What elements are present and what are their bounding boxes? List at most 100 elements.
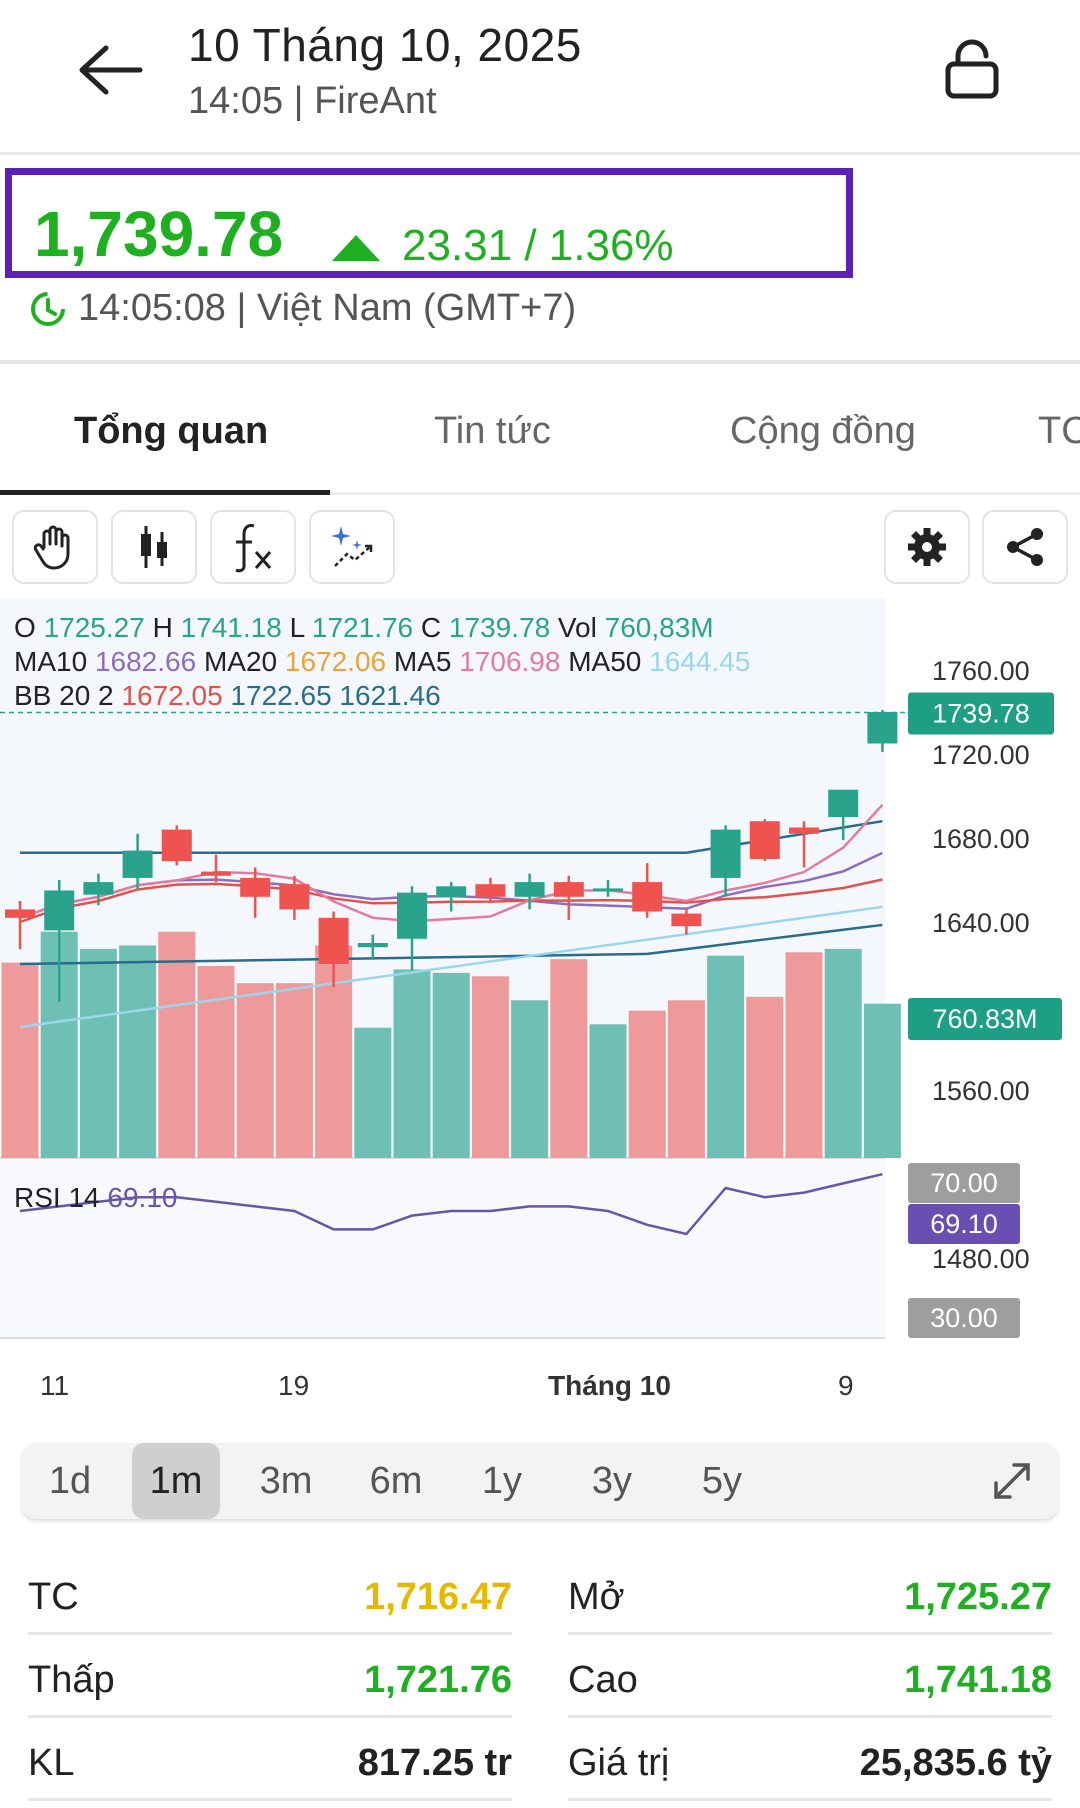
divider bbox=[28, 1715, 512, 1718]
share-button[interactable] bbox=[982, 510, 1068, 584]
divider bbox=[568, 1798, 1052, 1801]
rsi-panel-bg bbox=[0, 1158, 885, 1338]
ma-readout: MA10 1682.66 MA20 1672.06 MA5 1706.98 MA… bbox=[14, 646, 751, 677]
volume-bar bbox=[158, 931, 196, 1158]
volume-bar bbox=[863, 1003, 901, 1158]
rsi-value-tag bbox=[908, 1204, 1020, 1244]
volume-bar bbox=[785, 952, 823, 1158]
candle-body bbox=[749, 821, 780, 859]
tab-active-indicator bbox=[0, 490, 330, 495]
volume-bar bbox=[236, 983, 274, 1158]
candle-body bbox=[593, 888, 623, 892]
candle-body bbox=[671, 913, 702, 927]
function-icon bbox=[235, 524, 272, 573]
period-6m[interactable]: 6m bbox=[369, 1460, 423, 1502]
rsi-tick-tag bbox=[908, 1163, 1020, 1203]
sparkle-icon bbox=[331, 526, 373, 567]
hand-tool-button[interactable] bbox=[12, 510, 98, 584]
divider bbox=[0, 360, 1080, 364]
volume-bar bbox=[471, 976, 509, 1158]
chart-settings-button[interactable] bbox=[884, 510, 970, 584]
chart-type-button[interactable] bbox=[111, 510, 197, 584]
rsi-tick-30: 30.00 bbox=[930, 1303, 998, 1333]
candle-body bbox=[240, 877, 271, 897]
x-axis-label: 11 bbox=[40, 1370, 70, 1401]
period-1d[interactable]: 1d bbox=[48, 1460, 92, 1502]
period-5y[interactable]: 5y bbox=[701, 1460, 743, 1502]
clock-refresh-icon bbox=[31, 292, 65, 326]
volume-bar bbox=[432, 972, 470, 1158]
volume-tag-text: 760.83M bbox=[932, 1004, 1037, 1034]
period-selector: 1d 1m 3m 6m 1y 3y 5y bbox=[22, 1443, 1058, 1519]
expand-icon[interactable] bbox=[990, 1459, 1034, 1503]
candle-body bbox=[514, 882, 545, 897]
bollinger-lower-line bbox=[19, 923, 883, 966]
gear-icon bbox=[908, 528, 946, 566]
current-price-tag-text: 1739.78 bbox=[932, 698, 1030, 728]
volume-bar bbox=[79, 948, 117, 1158]
up-triangle-icon bbox=[332, 235, 380, 261]
candle-body bbox=[201, 871, 231, 876]
y-tick-label: 1720.00 bbox=[932, 740, 1030, 770]
period-1y[interactable]: 1y bbox=[481, 1460, 523, 1502]
indicator-button[interactable] bbox=[210, 510, 296, 584]
volume-bar bbox=[589, 1024, 627, 1158]
divider bbox=[568, 1632, 1052, 1635]
candle-body bbox=[44, 890, 75, 931]
candle-body bbox=[83, 882, 114, 895]
price-chart[interactable]: 1760.00 1720.00 1680.00 1640.00 1560.00 1480.… bbox=[0, 598, 1080, 1358]
divider bbox=[568, 1715, 1052, 1718]
price-highlight-box: 1,739.78 23.31 / 1.36% bbox=[5, 168, 853, 278]
volume-bar bbox=[354, 1027, 392, 1158]
candle-body bbox=[357, 943, 388, 948]
period-3y[interactable]: 3y bbox=[591, 1460, 633, 1502]
candle-body bbox=[553, 882, 584, 897]
divider bbox=[28, 1632, 512, 1635]
stat-open: Mở 1,725.27 bbox=[568, 1576, 1052, 1618]
divider bbox=[28, 1798, 512, 1801]
volume-bar bbox=[1, 962, 39, 1158]
back-arrow-icon[interactable] bbox=[70, 40, 150, 100]
tab-news[interactable]: Tin tức bbox=[434, 410, 551, 452]
ma50-line bbox=[19, 905, 883, 1029]
price-timestamp: 14:05:08 | Việt Nam (GMT+7) bbox=[78, 287, 577, 329]
candle-body bbox=[279, 884, 310, 910]
volume-bar bbox=[275, 983, 313, 1158]
x-axis-label: 19 bbox=[278, 1370, 310, 1401]
y-tick-label: 1640.00 bbox=[932, 908, 1030, 938]
hand-icon bbox=[33, 525, 70, 570]
tab-community[interactable]: Cộng đồng bbox=[730, 410, 916, 452]
volume-tag bbox=[908, 998, 1062, 1040]
volume-bar bbox=[667, 1000, 705, 1158]
ohlc-readout: O 1725.27 H 1741.18 L 1721.76 C 1739.78 … bbox=[14, 612, 714, 643]
period-3m[interactable]: 3m bbox=[259, 1460, 313, 1502]
unlock-icon[interactable] bbox=[942, 38, 1002, 102]
candle-body bbox=[436, 886, 467, 897]
volume-bar bbox=[824, 948, 862, 1158]
rsi-tick-tag bbox=[908, 1298, 1020, 1338]
period-1m[interactable]: 1m bbox=[132, 1443, 220, 1519]
page-title: 10 Tháng 10, 2025 bbox=[188, 19, 582, 71]
volume-bar bbox=[511, 1000, 549, 1158]
current-price-tag bbox=[908, 692, 1054, 735]
candle-body bbox=[122, 850, 153, 878]
app-header: 10 Tháng 10, 2025 14:05 | FireAnt bbox=[0, 0, 1080, 155]
bb-readout: BB 20 2 1672.05 1722.65 1621.46 bbox=[14, 680, 441, 711]
x-axis-label: 9 bbox=[838, 1370, 854, 1401]
candle-body bbox=[161, 829, 192, 862]
tab-tc[interactable]: TC bbox=[1038, 410, 1080, 452]
y-tick-label: 1560.00 bbox=[932, 1076, 1030, 1106]
rsi-tick-70: 70.00 bbox=[930, 1168, 998, 1198]
stat-high: Cao 1,741.18 bbox=[568, 1659, 1052, 1701]
candle-body bbox=[867, 712, 898, 744]
tab-overview[interactable]: Tổng quan bbox=[74, 410, 269, 452]
candle-body bbox=[318, 917, 349, 964]
candle-body bbox=[5, 909, 35, 918]
price-change: 23.31 / 1.36% bbox=[402, 221, 674, 270]
x-axis-label: Tháng 10 bbox=[548, 1370, 671, 1401]
volume-bar bbox=[197, 966, 235, 1158]
tab-bar: Tổng quan Tin tức Cộng đồng TC bbox=[0, 370, 1080, 495]
candlestick-icon bbox=[141, 526, 167, 568]
volume-bar bbox=[119, 945, 157, 1158]
ai-tool-button[interactable] bbox=[309, 510, 395, 584]
